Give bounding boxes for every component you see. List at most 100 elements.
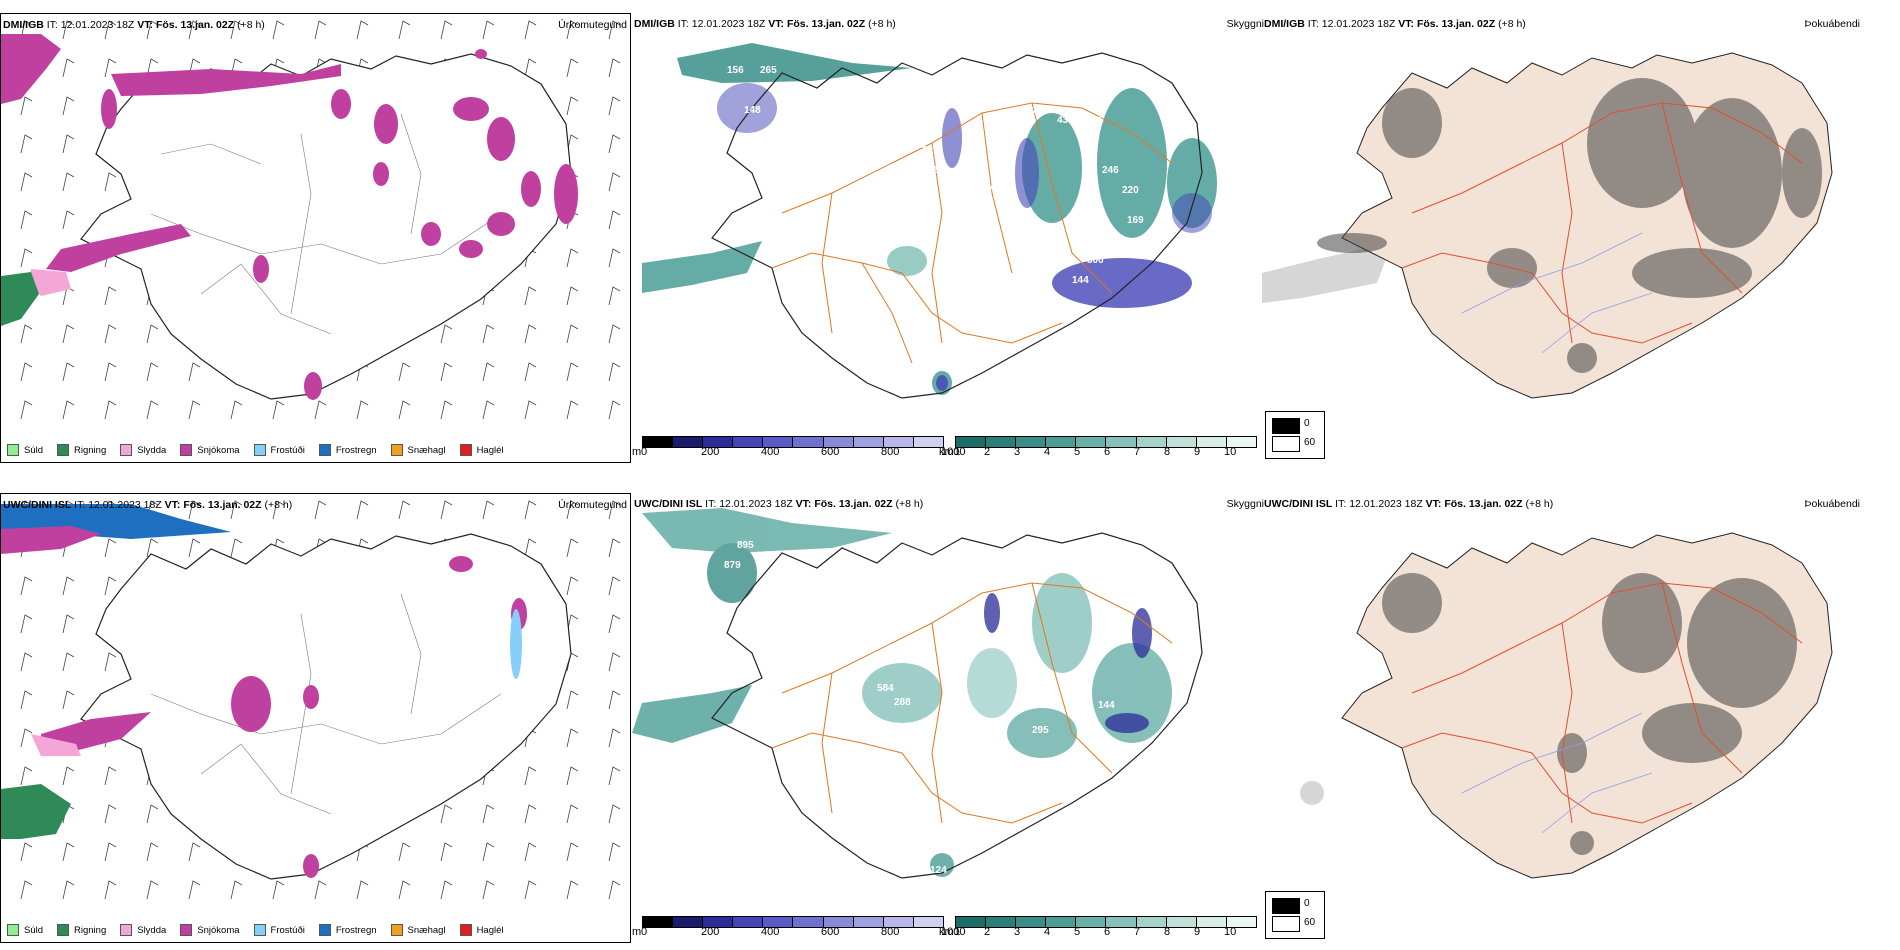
wind-barb <box>272 880 285 900</box>
cloudbase-value-label: 144 <box>1072 275 1089 286</box>
wind-barb <box>20 690 33 710</box>
wind-barb <box>524 804 537 824</box>
legend-item-súld: Súld <box>7 924 43 936</box>
colorbar-segment <box>1136 437 1167 447</box>
wind-barb <box>440 804 453 824</box>
panel-title: Skyggni <box>1226 498 1264 510</box>
wind-barb <box>230 880 243 900</box>
wind-barb <box>104 286 117 306</box>
legend-item-súld: Súld <box>7 444 43 456</box>
wind-barb <box>146 538 159 558</box>
colorbar-segment <box>733 437 764 447</box>
fog-shading <box>1382 573 1797 855</box>
wind-barb <box>566 842 579 862</box>
wind-barb <box>62 210 75 230</box>
cloudbase-value-label: 300 <box>1087 255 1104 266</box>
legend-swatch <box>390 924 403 936</box>
wind-barb <box>62 362 75 382</box>
colorbar-segment <box>733 917 764 927</box>
wind-barb <box>62 96 75 116</box>
colorbar-tick: 600 <box>821 446 840 458</box>
colorbar-tick: 10 <box>1224 926 1237 938</box>
valid-time: Fös. 13.jan. 02Z <box>183 499 262 511</box>
colorbar-tick: 6 <box>1104 926 1111 938</box>
panel-title: Úrkomutegund <box>558 499 627 511</box>
legend-label: Frostregn <box>335 444 377 456</box>
visibility-unit: km <box>939 926 954 938</box>
colorbar-segment <box>673 917 704 927</box>
precip-type-legend: Súld Rigning Slydda Snjókoma Frostúði Frostre… <box>7 924 504 936</box>
wind-barb <box>20 728 33 748</box>
fog-index-panel-top: DMI/IGB IT: 12.01.2023 18Z VT: Fös. 13.j… <box>1262 13 1862 463</box>
colorbar-tick: 0 <box>641 446 648 458</box>
cloudbase-value-label: 205 <box>932 165 949 176</box>
cloudbase-value-label: 895 <box>737 540 754 551</box>
colorbar-segment <box>1016 917 1047 927</box>
colorbar-segment <box>703 437 734 447</box>
wind-barb <box>314 500 327 520</box>
wind-barb <box>608 362 621 382</box>
wind-barb <box>566 324 579 344</box>
valid-time: Fös. 13.jan. 02Z <box>1444 498 1523 510</box>
wind-barb <box>188 880 201 900</box>
colorbar-segment <box>823 437 854 447</box>
colorbar-tick: 2 <box>984 926 991 938</box>
cloudbase-value-label: 156 <box>727 65 744 76</box>
wind-barb <box>608 248 621 268</box>
wind-barb <box>104 652 117 672</box>
wind-barb <box>608 324 621 344</box>
wind-barb <box>608 614 621 634</box>
wind-barb <box>608 880 621 900</box>
lead-time: (+8 h) <box>264 499 293 511</box>
init-time: 12.01.2023 18Z <box>719 498 793 510</box>
legend-swatch <box>7 444 19 456</box>
fog-index-panel-bottom: UWC/DINI ISL IT: 12.01.2023 18Z VT: Fös.… <box>1262 493 1862 943</box>
panel-header: UWC/DINI ISL IT: 12.01.2023 18Z VT: Fös.… <box>1264 498 1553 510</box>
cloudbase-shading <box>984 593 1152 733</box>
colorbar-segment <box>986 917 1017 927</box>
wind-barb <box>524 20 537 40</box>
legend-item-haglél: Haglél <box>459 924 504 936</box>
colorbar-segment <box>643 437 674 447</box>
wind-barb <box>482 400 495 420</box>
wind-barb <box>146 400 159 420</box>
panel-title: Úrkomutegund <box>558 19 627 31</box>
legend-swatch <box>57 924 70 936</box>
colorbar-segment <box>1016 437 1047 447</box>
legend-label: Snjókoma <box>197 444 240 456</box>
cloudbase-colorbar <box>642 916 944 928</box>
wind-barb <box>524 400 537 420</box>
colorbar-tick: 600 <box>821 926 840 938</box>
cloudbase-value-label: 584 <box>877 683 894 694</box>
colorbar-segment <box>883 917 914 927</box>
legend-label: Frostúði <box>270 924 305 936</box>
colorbar-segment <box>853 437 884 447</box>
wind-barb <box>566 96 579 116</box>
cloudbase-value-label: 274 <box>982 185 999 196</box>
model-name: UWC/DINI ISL <box>3 499 72 511</box>
wind-barb <box>146 58 159 78</box>
legend-label: Súld <box>24 924 44 936</box>
vt-label: VT: <box>137 19 154 31</box>
wind-barb <box>230 20 243 40</box>
legend-label: Súld <box>24 444 44 456</box>
wind-barb <box>482 324 495 344</box>
colorbar-segment <box>956 917 987 927</box>
panel-header: DMI/IGB IT: 12.01.2023 18Z VT: Fös. 13.j… <box>1264 18 1526 30</box>
lead-time: (+8 h) <box>237 19 265 31</box>
colorbar-segment <box>1106 437 1137 447</box>
vt-label: VT: <box>164 499 181 511</box>
panel-header: DMI/IGB IT: 12.01.2023 18Z VT: Fös. 13.j… <box>3 19 265 31</box>
cloudbase-value-label: 148 <box>744 105 761 116</box>
it-label: IT: <box>74 499 86 511</box>
wind-barb <box>62 880 75 900</box>
wind-barb <box>398 880 411 900</box>
colorbar-segment <box>1226 917 1256 927</box>
wind-barb <box>398 500 411 520</box>
wind-barb <box>566 500 579 520</box>
legend-swatch <box>253 924 266 936</box>
wind-barb <box>20 248 33 268</box>
